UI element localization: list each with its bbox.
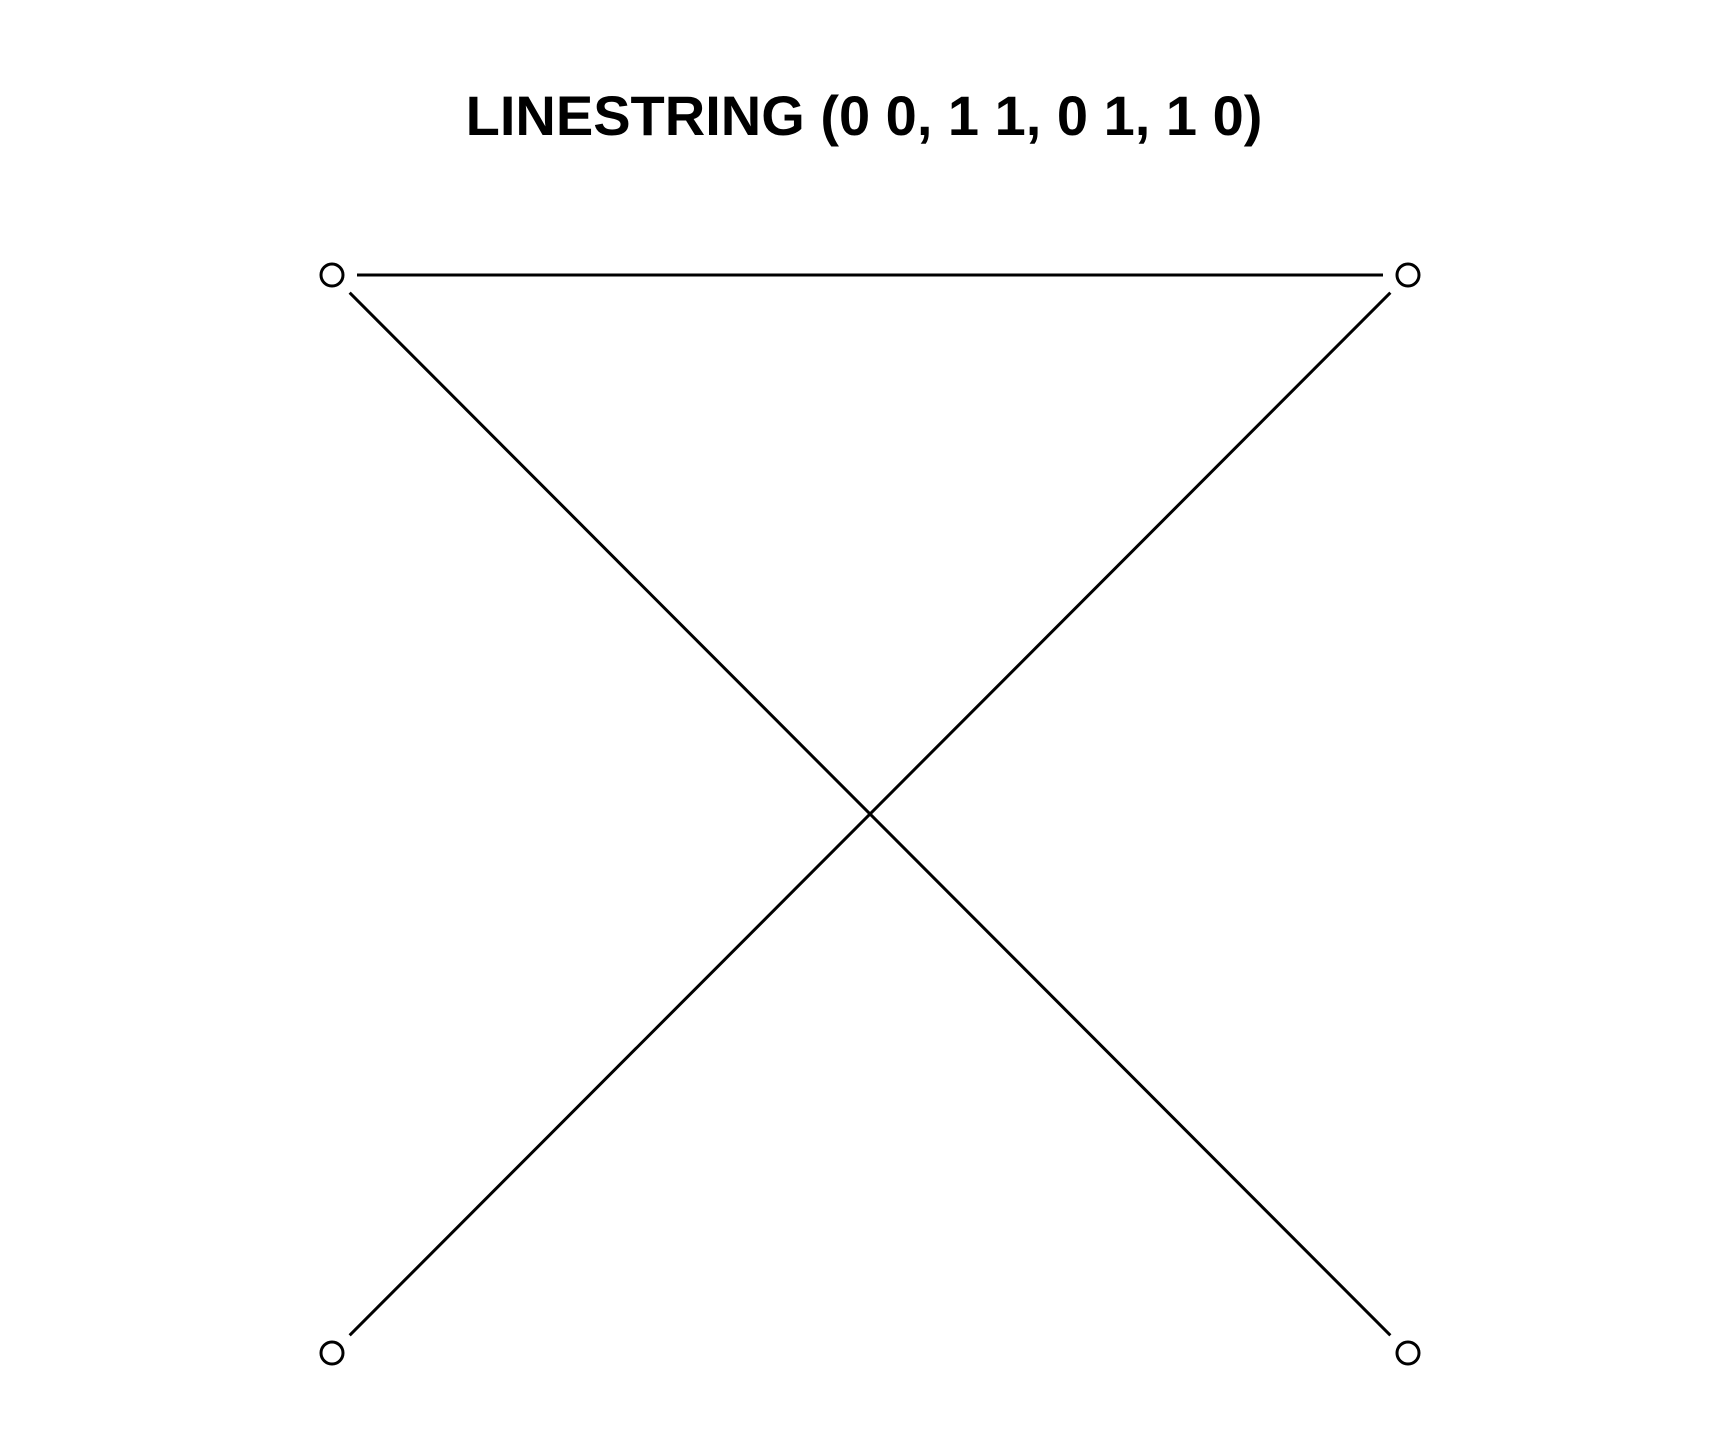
plot-title: LINESTRING (0 0, 1 1, 0 1, 1 0) <box>465 84 1263 147</box>
vertex-marker-3 <box>319 262 345 288</box>
vertex-marker-4 <box>1395 1340 1421 1366</box>
line-segment-3 <box>348 291 1392 1337</box>
linestring-vertices <box>319 262 1421 1366</box>
vertex-marker-2 <box>1395 262 1421 288</box>
linestring-segments <box>348 273 1392 1337</box>
vertex-marker-1 <box>319 1340 345 1366</box>
